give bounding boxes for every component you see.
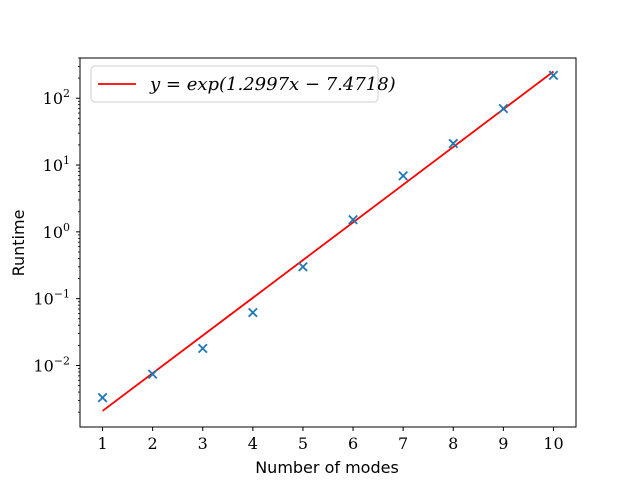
y-tick-label: 102 <box>43 87 70 108</box>
y-tick-label: 10−1 <box>33 288 70 309</box>
legend-frame <box>90 65 379 103</box>
x-tick-label: 9 <box>498 434 508 453</box>
y-tick-label: 100 <box>43 221 70 242</box>
data-point <box>348 214 358 225</box>
data-point <box>298 261 308 272</box>
x-tick-label: 2 <box>148 434 158 453</box>
x-tick-label: 1 <box>97 434 107 453</box>
plot-area <box>79 57 577 428</box>
data-point <box>197 343 208 354</box>
x-axis-label: Number of modes <box>255 458 399 477</box>
data-point <box>398 170 408 181</box>
y-tick-label: 10−2 <box>33 354 70 375</box>
y-axis-ticks: 10−2 10−1 100 101 102 <box>33 57 80 413</box>
x-tick-label: 6 <box>348 434 358 453</box>
data-point <box>147 369 158 380</box>
x-tick-label: 3 <box>198 434 208 453</box>
x-tick-label: 10 <box>543 434 563 453</box>
legend: y = exp(1.2997x − 7.4718) <box>90 65 396 103</box>
x-tick-label: 8 <box>448 434 458 453</box>
data-point <box>548 70 559 81</box>
legend-label: y = exp(1.2997x − 7.4718) <box>149 74 396 95</box>
y-axis-label: Runtime <box>9 210 28 277</box>
data-point <box>97 392 108 403</box>
data-point <box>498 103 509 114</box>
x-tick-label: 7 <box>398 434 408 453</box>
data-point <box>248 307 258 318</box>
fit-line <box>102 70 554 412</box>
x-axis-ticks: 1 2 3 4 5 6 7 8 9 10 <box>97 427 564 453</box>
x-tick-label: 4 <box>248 434 258 453</box>
x-tick-label: 5 <box>298 434 308 453</box>
data-point <box>448 138 459 149</box>
y-tick-label: 101 <box>43 154 70 175</box>
